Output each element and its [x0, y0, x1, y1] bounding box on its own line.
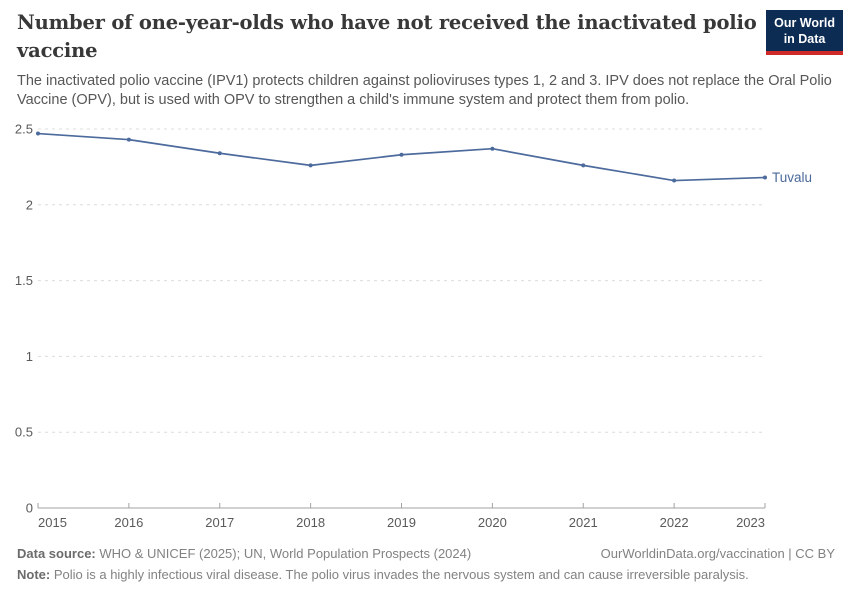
- owid-logo-line1: Our World: [774, 16, 835, 30]
- data-point: [581, 163, 586, 168]
- y-tick-label: 2.5: [15, 122, 33, 137]
- note-label: Note:: [17, 567, 51, 582]
- data-point: [126, 137, 131, 142]
- chart-subtitle: The inactivated polio vaccine (IPV1) pro…: [17, 73, 832, 108]
- owid-logo: Our World in Data: [766, 10, 843, 55]
- x-tick-label: 2020: [478, 515, 507, 530]
- note: Note: Polio is a highly infectious viral…: [17, 564, 835, 585]
- line-chart: 0 0.5 1 1.5 2 2.5 2015 2016 2017 2018 2019 2020 2021…: [15, 122, 812, 531]
- data-line: [37, 132, 766, 182]
- x-tick-label: 2022: [660, 515, 689, 530]
- y-tick-label: 0: [26, 501, 33, 516]
- data-point: [399, 152, 404, 157]
- owid-logo-line2: in Data: [783, 32, 826, 46]
- data-point: [36, 131, 40, 136]
- data-source: Data source: WHO & UNICEF (2025); UN, Wo…: [17, 543, 471, 564]
- data-point: [217, 151, 222, 156]
- x-tick-label: 2023: [736, 515, 765, 530]
- attribution-link[interactable]: OurWorldinData.org/vaccination | CC BY: [600, 546, 835, 561]
- y-tick-label: 2: [26, 197, 33, 212]
- data-source-text: WHO & UNICEF (2025); UN, World Populatio…: [95, 546, 472, 561]
- y-tick-label: 0.5: [15, 425, 33, 440]
- chart-footer: Data source: WHO & UNICEF (2025); UN, Wo…: [17, 543, 835, 585]
- x-tick-label: 2021: [569, 515, 598, 530]
- x-tick-label: 2015: [38, 515, 67, 530]
- data-point: [672, 178, 677, 183]
- chart-title: Number of one-year-olds who have not rec…: [17, 11, 757, 62]
- note-text: Polio is a highly infectious viral disea…: [50, 567, 749, 582]
- y-tick-label: 1.5: [15, 273, 33, 288]
- y-tick-label: 1: [26, 349, 33, 364]
- data-point: [763, 175, 767, 180]
- x-tick-label: 2019: [387, 515, 416, 530]
- series-end-label: Tuvalu: [772, 170, 812, 185]
- data-source-label: Data source:: [17, 546, 96, 561]
- x-tick-label: 2017: [205, 515, 234, 530]
- x-tick-label: 2018: [296, 515, 325, 530]
- x-tick-label: 2016: [114, 515, 143, 530]
- data-point: [308, 163, 313, 168]
- data-point: [490, 146, 495, 151]
